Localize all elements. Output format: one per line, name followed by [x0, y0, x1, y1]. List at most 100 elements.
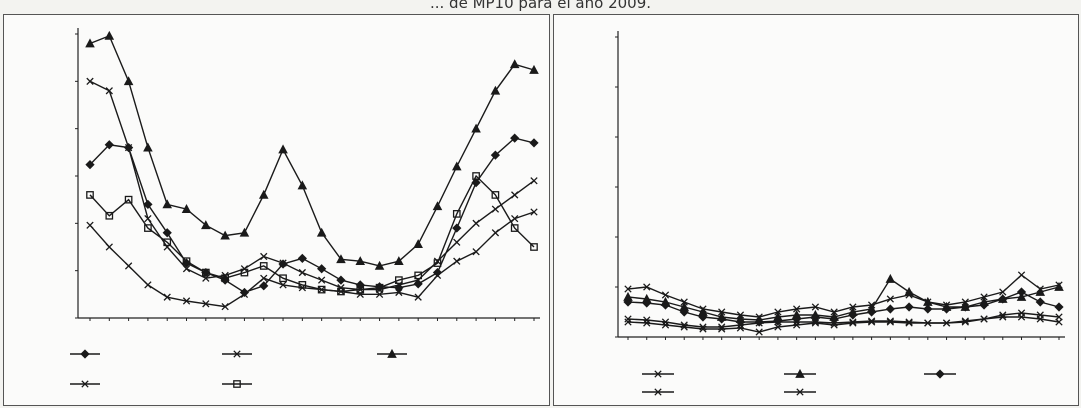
- data-point: [491, 191, 500, 199]
- series-line-mayo: [89, 137, 535, 294]
- data-point: [885, 304, 895, 314]
- data-point: [452, 210, 461, 218]
- data-point: [530, 208, 538, 216]
- data-point: [260, 252, 268, 261]
- data-point: [643, 283, 651, 291]
- data-point: [999, 288, 1007, 296]
- data-point: [530, 177, 538, 185]
- data-point: [298, 281, 307, 289]
- data-point: [144, 281, 152, 289]
- data-point: [239, 227, 250, 237]
- data-point: [624, 318, 632, 326]
- data-point: [143, 142, 153, 152]
- data-point: [491, 205, 500, 213]
- data-point: [774, 323, 782, 331]
- data-point: [905, 318, 913, 326]
- data-point: [105, 211, 114, 220]
- data-point: [337, 287, 345, 296]
- data-point: [1016, 291, 1027, 301]
- data-point: [85, 160, 95, 170]
- data-point: [395, 288, 403, 297]
- data-point: [698, 312, 708, 322]
- legend-marker: [80, 349, 90, 359]
- data-point: [755, 319, 763, 327]
- data-point: [182, 265, 191, 273]
- legend-item-enero: [924, 369, 956, 379]
- data-point: [279, 274, 287, 283]
- data-point: [960, 302, 970, 312]
- data-point: [867, 317, 876, 325]
- data-point: [661, 321, 670, 329]
- series-line-julio: [89, 34, 535, 267]
- data-point: [240, 268, 249, 277]
- data-point: [642, 298, 652, 308]
- data-point: [375, 290, 384, 298]
- data-point: [201, 268, 210, 277]
- series-junio: [86, 77, 538, 294]
- data-point: [755, 328, 763, 336]
- data-point: [643, 319, 651, 327]
- legend-item-agosto: [70, 380, 100, 388]
- data-point: [240, 290, 249, 298]
- data-point: [961, 317, 969, 325]
- data-point: [510, 224, 519, 232]
- data-point: [317, 264, 327, 274]
- data-point: [643, 316, 651, 324]
- data-point: [491, 229, 500, 237]
- data-point: [221, 274, 229, 283]
- data-point: [472, 219, 480, 227]
- legend-marker: [654, 370, 662, 378]
- data-point: [1035, 297, 1045, 307]
- series-julio: [85, 30, 539, 270]
- data-point: [886, 318, 895, 326]
- data-point: [414, 293, 422, 301]
- data-point: [452, 223, 462, 233]
- data-point: [259, 281, 269, 291]
- data-point: [941, 304, 952, 314]
- data-point: [961, 318, 969, 326]
- data-point: [1055, 318, 1063, 326]
- data-point: [163, 238, 172, 247]
- data-point: [511, 214, 519, 223]
- data-point: [511, 191, 519, 199]
- data-point: [124, 143, 133, 152]
- data-point: [1035, 286, 1046, 296]
- data-point: [85, 38, 95, 48]
- series-line-septiembre: [89, 174, 535, 293]
- data-point: [414, 271, 423, 280]
- data-point: [471, 123, 481, 133]
- data-point: [510, 133, 520, 143]
- data-point: [336, 275, 346, 285]
- data-point: [885, 273, 896, 283]
- legend-marker: [796, 388, 804, 396]
- chart-panel-right: [553, 14, 1079, 406]
- data-point: [624, 285, 632, 293]
- series-line-marzo: [627, 316, 1060, 333]
- data-point: [1016, 287, 1027, 297]
- legend-marker: [795, 368, 805, 378]
- figure-caption: ... de MP10 para el año 2009.: [429, 0, 652, 12]
- data-point: [123, 76, 134, 86]
- data-point: [1036, 315, 1044, 323]
- data-point: [336, 254, 346, 264]
- data-point: [181, 204, 192, 213]
- data-point: [679, 307, 689, 317]
- legend-item-julio: [377, 348, 407, 358]
- data-point: [453, 257, 461, 265]
- data-point: [144, 214, 152, 223]
- data-point: [278, 144, 288, 154]
- data-point: [105, 243, 113, 251]
- data-point: [886, 295, 895, 303]
- data-point: [472, 172, 480, 180]
- data-point: [298, 268, 307, 277]
- data-point: [848, 310, 858, 320]
- data-point: [811, 303, 820, 311]
- data-point: [105, 87, 113, 95]
- legend-item-noviembre: [642, 370, 674, 378]
- data-point: [104, 30, 115, 40]
- data-point: [433, 271, 442, 280]
- legend-marker: [81, 380, 89, 388]
- data-point: [810, 312, 821, 322]
- data-point: [433, 259, 442, 267]
- data-point: [162, 199, 173, 209]
